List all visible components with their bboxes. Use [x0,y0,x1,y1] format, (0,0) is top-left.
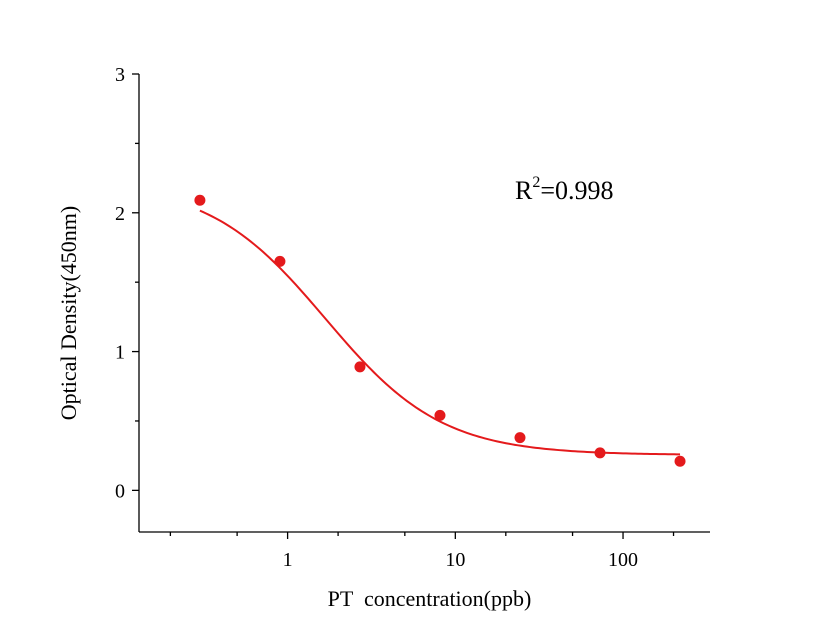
r-squared-superscript: 2 [532,174,540,191]
axes: 0 1 2 3 1 10 100 [115,64,710,571]
r-squared-annotation: R2=0.998 [515,174,614,205]
y-tick-label: 3 [115,64,125,86]
x-tick-label: 100 [608,549,638,571]
y-tick-label: 1 [115,342,125,364]
data-point [194,194,206,206]
x-tick-label: 10 [445,549,465,571]
data-point [434,409,446,421]
x-tick-label: 1 [283,549,293,571]
data-point [674,455,686,467]
data-point [594,447,606,459]
labels: PT concentration(ppb) Optical Density(45… [56,174,614,611]
r-squared-value: =0.998 [540,176,613,205]
data-point [514,432,526,444]
data-points [194,194,686,467]
y-tick-label: 2 [115,203,125,225]
y-axis-title: Optical Density(450nm) [56,206,81,420]
x-axis-title: PT concentration(ppb) [328,586,532,611]
y-tick-label: 0 [115,480,125,502]
r-squared-base: R [515,176,533,205]
data-point [354,361,366,373]
data-point [274,255,286,267]
